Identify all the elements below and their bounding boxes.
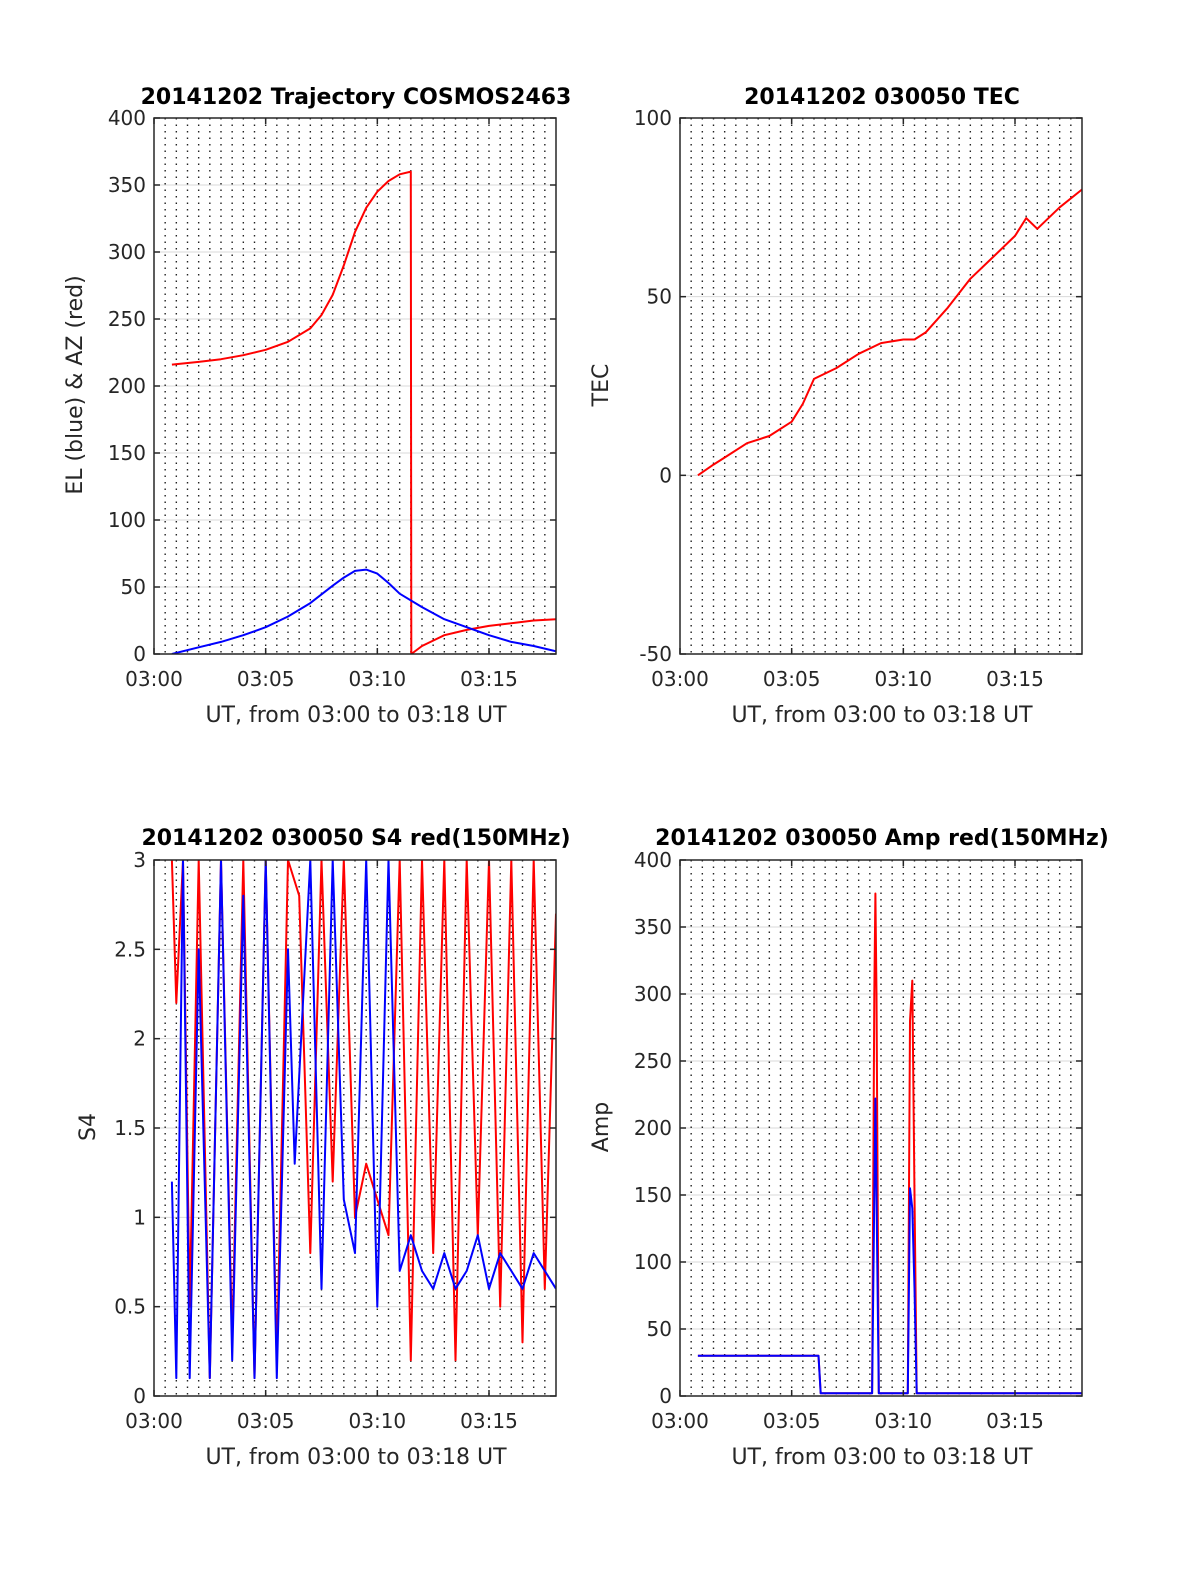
trajectory-ytick-label: 250: [108, 307, 146, 331]
tec-xtick-label: 03:00: [651, 667, 709, 691]
tec-axes-box: [679, 117, 1083, 655]
tec-ytick-label: -50: [639, 642, 672, 666]
s4-ytick-label: 1: [133, 1205, 146, 1229]
amp-ytick-label: 250: [634, 1049, 672, 1073]
trajectory-ytick-label: 400: [108, 106, 146, 130]
s4-xtick-label: 03:05: [237, 1409, 295, 1433]
trajectory-ytick-label: 350: [108, 173, 146, 197]
trajectory-xtick-label: 03:05: [237, 667, 295, 691]
amp-xlabel: UT, from 03:00 to 03:18 UT: [731, 1445, 1033, 1470]
trajectory-ytick-label: 200: [108, 374, 146, 398]
tec-series-red: [697, 188, 1082, 477]
tec-xtick-label: 03:10: [875, 667, 933, 691]
trajectory-xlabel: UT, from 03:00 to 03:18 UT: [205, 703, 507, 728]
s4-panel: 20141202 030050 S4 red(150MHz) UT, from …: [76, 826, 571, 1470]
amp-series-blue: [697, 1097, 1082, 1395]
trajectory-xtick-label: 03:10: [349, 667, 407, 691]
s4-series-blue: [170, 860, 556, 1380]
amp-series-group: [697, 892, 1082, 1395]
trajectory-ytick-label: 0: [133, 642, 146, 666]
s4-ytick-label: 3: [133, 848, 146, 872]
trajectory-ytick-label: 150: [108, 441, 146, 465]
tec-ylabel: TEC: [589, 364, 614, 408]
amp-xtick-label: 03:10: [875, 1409, 933, 1433]
tec-xlabel: UT, from 03:00 to 03:18 UT: [731, 703, 1033, 728]
trajectory-panel: 20141202 Trajectory COSMOS2463 UT, from …: [63, 85, 571, 728]
s4-xlabel: UT, from 03:00 to 03:18 UT: [205, 1445, 507, 1470]
amp-ytick-label: 100: [634, 1250, 672, 1274]
amp-ytick-label: 350: [634, 915, 672, 939]
tec-ytick-label: 50: [647, 285, 672, 309]
trajectory-ytick-label: 300: [108, 240, 146, 264]
amp-ytick-label: 400: [634, 848, 672, 872]
s4-ytick-label: 0: [133, 1384, 146, 1408]
amp-ylabel: Amp: [589, 1102, 614, 1152]
s4-series-group: [170, 860, 556, 1380]
tec-panel: 20141202 030050 TEC UT, from 03:00 to 03…: [589, 85, 1083, 728]
tec-ytick-label: 0: [659, 463, 672, 487]
amp-series-red: [697, 892, 1082, 1395]
tec-ytick-label: 100: [634, 106, 672, 130]
trajectory-ytick-label: 100: [108, 508, 146, 532]
amp-xtick-label: 03:15: [986, 1409, 1044, 1433]
amp-xtick-label: 03:00: [651, 1409, 709, 1433]
trajectory-xtick-label: 03:15: [460, 667, 518, 691]
s4-title: 20141202 030050 S4 red(150MHz): [141, 826, 570, 851]
trajectory-ylabel: EL (blue) & AZ (red): [63, 275, 88, 494]
s4-xtick-label: 03:00: [125, 1409, 183, 1433]
tec-title: 20141202 030050 TEC: [744, 85, 1020, 110]
amp-ytick-label: 300: [634, 982, 672, 1006]
amp-panel: 20141202 030050 Amp red(150MHz) UT, from…: [589, 826, 1109, 1470]
tec-xtick-label: 03:15: [986, 667, 1044, 691]
amp-xtick-label: 03:05: [763, 1409, 821, 1433]
tec-series-group: [697, 188, 1082, 477]
trajectory-title: 20141202 Trajectory COSMOS2463: [141, 85, 572, 110]
s4-ytick-label: 2: [133, 1027, 146, 1051]
trajectory-ytick-label: 50: [121, 575, 146, 599]
s4-ytick-label: 1.5: [114, 1116, 146, 1140]
amp-ytick-label: 50: [647, 1317, 672, 1341]
s4-xtick-label: 03:10: [349, 1409, 407, 1433]
amp-ytick-label: 200: [634, 1116, 672, 1140]
trajectory-series-group: [171, 170, 556, 654]
trajectory-series-blue: [171, 568, 556, 654]
amp-ytick-label: 0: [659, 1384, 672, 1408]
s4-ylabel: S4: [76, 1113, 101, 1141]
trajectory-xtick-label: 03:00: [125, 667, 183, 691]
amp-ytick-label: 150: [634, 1183, 672, 1207]
s4-ytick-label: 2.5: [114, 937, 146, 961]
tec-xtick-label: 03:05: [763, 667, 821, 691]
s4-xtick-label: 03:15: [460, 1409, 518, 1433]
trajectory-series-red: [171, 170, 556, 654]
amp-title: 20141202 030050 Amp red(150MHz): [655, 826, 1109, 851]
s4-ytick-label: 0.5: [114, 1295, 146, 1319]
s4-series-red: [170, 860, 556, 1380]
